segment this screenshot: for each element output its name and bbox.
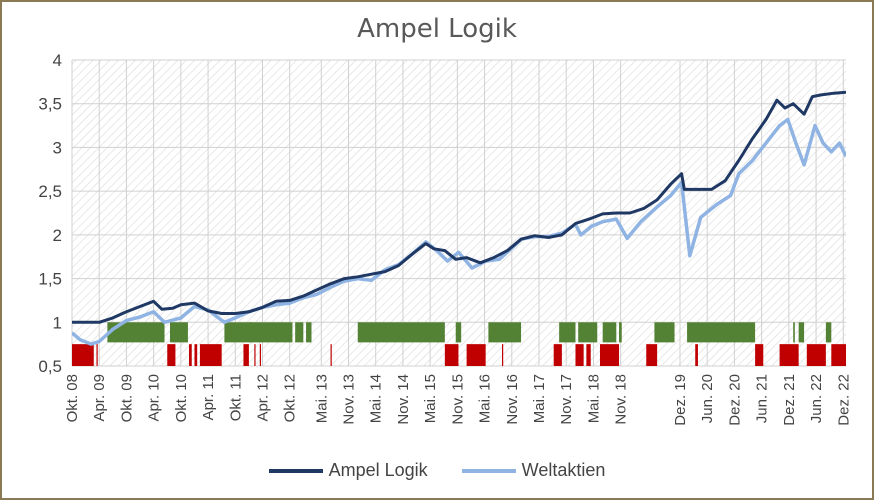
x-tick-label: Okt. 11 bbox=[227, 374, 244, 421]
y-tick-label: 1 bbox=[53, 313, 62, 332]
red-signal-bar bbox=[199, 344, 222, 366]
x-tick-label: Apr. 09 bbox=[91, 374, 108, 422]
green-signal-bar bbox=[306, 322, 312, 343]
red-signal-bar bbox=[553, 344, 562, 366]
x-tick-label: Mai. 15 bbox=[422, 374, 439, 423]
x-tick-label: Apr. 11 bbox=[200, 374, 217, 420]
red-signal-bar bbox=[444, 344, 459, 366]
red-signal-bar bbox=[755, 344, 764, 366]
plot-area bbox=[72, 60, 846, 366]
green-signal-bar bbox=[602, 322, 617, 343]
green-signal-bar bbox=[687, 322, 756, 343]
green-signal-bar bbox=[107, 322, 165, 343]
x-tick-label: Okt. 12 bbox=[282, 374, 299, 422]
red-signal-bar bbox=[575, 344, 584, 366]
green-signal-bar bbox=[169, 322, 188, 343]
green-signal-bar bbox=[488, 322, 522, 343]
red-signal-bar bbox=[167, 344, 176, 366]
green-signal-bar bbox=[793, 322, 795, 343]
x-axis-ticks: Okt. 08 Apr. 09 Okt. 09 Apr. 10 Okt. 10 Apr. … bbox=[64, 374, 852, 426]
legend-swatch-weltaktien bbox=[461, 468, 516, 473]
red-signal-bar bbox=[502, 344, 504, 366]
legend-label-ampel-logik: Ampel Logik bbox=[328, 460, 428, 480]
x-tick-label: Okt. 09 bbox=[118, 374, 135, 422]
x-tick-label: Mai. 14 bbox=[368, 374, 385, 423]
signal-bars bbox=[72, 322, 846, 366]
legend-item-ampel-logik: Ampel Logik bbox=[268, 460, 428, 481]
series-line-ampel-logik bbox=[72, 90, 846, 324]
red-signal-bar bbox=[243, 344, 249, 366]
red-signal-bar bbox=[72, 344, 94, 366]
red-signal-bar bbox=[194, 344, 198, 366]
legend-item-weltaktien: Weltaktien bbox=[461, 460, 606, 481]
x-tick-label: Okt. 10 bbox=[173, 374, 190, 422]
y-tick-label: 2 bbox=[53, 226, 62, 245]
x-tick-label: Jun. 20 bbox=[699, 374, 716, 423]
green-signal-bar bbox=[578, 322, 598, 343]
x-tick-label: Jun. 22 bbox=[808, 374, 825, 423]
x-tick-label: Dez. 20 bbox=[726, 374, 743, 426]
x-tick-label: Mai. 13 bbox=[313, 374, 330, 423]
green-signal-bar bbox=[654, 322, 675, 343]
x-tick-label: Apr. 10 bbox=[146, 374, 163, 422]
red-signal-bar bbox=[466, 344, 486, 366]
green-signal-bar bbox=[455, 322, 462, 343]
x-tick-label: Dez. 22 bbox=[835, 374, 852, 426]
x-tick-label: Nov. 15 bbox=[449, 374, 466, 425]
y-axis-ticks: 0,5 1 1,5 2 2,5 3 3,5 4 bbox=[38, 51, 62, 376]
x-tick-label: Okt. 08 bbox=[64, 374, 81, 422]
x-tick-label: Mai. 16 bbox=[477, 374, 494, 423]
red-signal-bar bbox=[189, 344, 192, 366]
series-lines bbox=[72, 90, 846, 346]
green-signal-bar bbox=[224, 322, 293, 343]
x-tick-label: Nov. 18 bbox=[613, 374, 630, 425]
red-signal-bar bbox=[646, 344, 658, 366]
x-tick-label: Apr. 12 bbox=[255, 374, 272, 422]
x-tick-label: Nov. 16 bbox=[504, 374, 521, 425]
green-signal-bar bbox=[357, 322, 445, 343]
legend-label-weltaktien: Weltaktien bbox=[521, 460, 606, 480]
red-signal-bar bbox=[96, 344, 98, 366]
y-tick-label: 1,5 bbox=[38, 270, 62, 289]
green-signal-bar bbox=[559, 322, 576, 343]
red-signal-bar bbox=[259, 344, 261, 366]
x-tick-label: Nov. 17 bbox=[558, 374, 575, 425]
x-tick-label: Dez. 19 bbox=[672, 374, 689, 426]
green-signal-bar bbox=[295, 322, 304, 343]
legend-swatch-ampel-logik bbox=[268, 468, 323, 473]
x-tick-label: Jun. 21 bbox=[754, 374, 771, 423]
x-tick-label: Mai. 17 bbox=[531, 374, 548, 423]
x-tick-label: Nov. 13 bbox=[341, 374, 358, 425]
red-signal-bar bbox=[586, 344, 591, 366]
red-signal-bar bbox=[831, 344, 846, 366]
x-tick-label: Mai. 18 bbox=[585, 374, 602, 423]
y-tick-label: 3 bbox=[53, 138, 62, 157]
y-tick-label: 0,5 bbox=[38, 357, 62, 376]
red-signal-bar bbox=[330, 344, 332, 366]
red-signal-bar bbox=[806, 344, 826, 366]
green-signal-bar bbox=[798, 322, 805, 343]
green-signal-bar bbox=[248, 322, 252, 343]
chart-title: Ampel Logik bbox=[357, 14, 517, 44]
x-tick-label: Dez. 21 bbox=[781, 374, 798, 426]
red-signal-bar bbox=[254, 344, 256, 366]
red-signal-bar bbox=[599, 344, 620, 366]
red-signal-bar bbox=[779, 344, 799, 366]
green-signal-bar bbox=[825, 322, 832, 343]
green-signal-bar bbox=[619, 322, 622, 343]
legend: Ampel Logik Weltaktien bbox=[0, 460, 874, 481]
x-tick-label: Nov. 14 bbox=[395, 374, 412, 425]
y-tick-label: 3,5 bbox=[38, 95, 62, 114]
y-tick-label: 2,5 bbox=[38, 182, 62, 201]
y-tick-label: 4 bbox=[53, 51, 62, 70]
red-signal-bar bbox=[695, 344, 698, 366]
